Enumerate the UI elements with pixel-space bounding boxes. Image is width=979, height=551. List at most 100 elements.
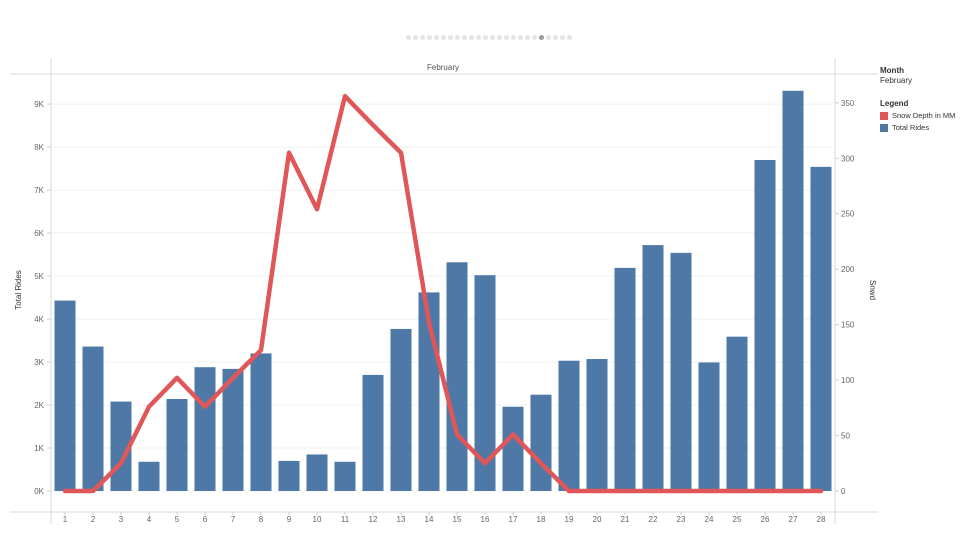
x-tick-label: 2 [91, 515, 96, 524]
legend-title: Legend [880, 99, 909, 108]
y2-axis-title: Snwd [868, 280, 877, 300]
bar-total-rides [138, 461, 160, 491]
bar-total-rides [614, 267, 636, 491]
legend-label-snow-depth: Snow Depth in MM [892, 111, 956, 120]
page-dot[interactable] [539, 35, 544, 40]
y2-tick-label: 300 [841, 154, 855, 163]
x-tick-label: 14 [425, 515, 434, 524]
x-tick-label: 13 [397, 515, 406, 524]
bar-total-rides [446, 262, 468, 491]
bar-total-rides [586, 359, 608, 491]
bar-total-rides [530, 394, 552, 491]
legend-item-snow-depth[interactable]: Snow Depth in MM [880, 111, 955, 120]
y2-tick-label: 50 [841, 432, 850, 441]
page-dot[interactable] [469, 35, 474, 40]
page-dot[interactable] [413, 35, 418, 40]
page-dot[interactable] [448, 35, 453, 40]
y-tick-label: 7K [34, 186, 44, 195]
x-tick-label: 21 [621, 515, 630, 524]
page-dot[interactable] [476, 35, 481, 40]
x-tick-label: 1 [63, 515, 68, 524]
x-tick-label: 22 [649, 515, 658, 524]
x-axis: 1 2 3 4 5 6 7 8 9 10 11 12 13 14 15 16 17 18 19 20 21 22 23 24 2… [63, 512, 826, 524]
y-axis-left: 0K 1K 2K 3K 4K 5K 6K 7K 8K 9K [34, 100, 51, 496]
line-snow-depth-path [62, 93, 824, 494]
page-dot[interactable] [420, 35, 425, 40]
bar-total-rides [698, 362, 720, 491]
x-tick-label: 5 [175, 515, 180, 524]
bar-total-rides [222, 368, 244, 491]
y-tick-label: 1K [34, 444, 44, 453]
x-tick-label: 17 [509, 515, 518, 524]
bar-total-rides [82, 346, 104, 491]
page-dot[interactable] [406, 35, 411, 40]
page-dot[interactable] [525, 35, 530, 40]
bar-total-rides [278, 460, 300, 491]
bar-total-rides [334, 461, 356, 491]
x-tick-label: 4 [147, 515, 152, 524]
page-dot[interactable] [560, 35, 565, 40]
y2-tick-label: 250 [841, 210, 855, 219]
bar-total-rides [166, 399, 188, 491]
page-dot[interactable] [455, 35, 460, 40]
x-tick-label: 10 [313, 515, 322, 524]
y2-tick-label: 150 [841, 321, 855, 330]
x-tick-label: 7 [231, 515, 236, 524]
bar-total-rides [502, 406, 524, 491]
bar-total-rides [362, 374, 384, 491]
bar-total-rides [726, 336, 748, 491]
bar-total-rides [306, 454, 328, 491]
page-dot[interactable] [462, 35, 467, 40]
x-tick-label: 19 [565, 515, 574, 524]
x-tick-label: 18 [537, 515, 546, 524]
x-tick-label: 24 [705, 515, 714, 524]
x-tick-label: 15 [453, 515, 462, 524]
page-dot[interactable] [483, 35, 488, 40]
bar-total-rides [782, 90, 804, 492]
page-dot[interactable] [546, 35, 551, 40]
page-dot[interactable] [553, 35, 558, 40]
chart-frame [10, 58, 878, 524]
x-tick-label: 25 [733, 515, 742, 524]
bar-total-rides [642, 245, 664, 491]
page-indicator[interactable] [406, 35, 572, 40]
page-dot[interactable] [434, 35, 439, 40]
x-tick-label: 11 [341, 515, 350, 524]
y2-tick-label: 200 [841, 265, 855, 274]
y-tick-label: 0K [34, 487, 44, 496]
y-tick-label: 9K [34, 100, 44, 109]
y-tick-label: 5K [34, 272, 44, 281]
legend-swatch-total-rides [880, 123, 888, 132]
bar-total-rides [390, 328, 412, 491]
legend-item-total-rides[interactable]: Total Rides [880, 123, 955, 132]
line-snow-depth [62, 93, 824, 494]
bar-total-rides [670, 252, 692, 491]
page-dot[interactable] [532, 35, 537, 40]
page-dot[interactable] [497, 35, 502, 40]
y-axis-right: 0 50 100 150 200 250 300 350 [835, 99, 855, 496]
page-dot[interactable] [427, 35, 432, 40]
x-tick-label: 9 [287, 515, 292, 524]
page-dot[interactable] [518, 35, 523, 40]
bar-total-rides [754, 159, 776, 492]
x-tick-label: 20 [593, 515, 602, 524]
page-dot[interactable] [504, 35, 509, 40]
page-dot[interactable] [511, 35, 516, 40]
x-tick-label: 8 [259, 515, 264, 524]
x-tick-label: 28 [817, 515, 826, 524]
x-tick-label: 6 [203, 515, 208, 524]
y-tick-label: 2K [34, 401, 44, 410]
page-dot[interactable] [567, 35, 572, 40]
y2-tick-label: 350 [841, 99, 855, 108]
y-tick-label: 8K [34, 143, 44, 152]
legend-month-value[interactable]: February [880, 76, 913, 85]
x-tick-label: 23 [677, 515, 686, 524]
bar-total-rides [194, 367, 216, 491]
page-dot[interactable] [441, 35, 446, 40]
bar-total-rides [54, 300, 76, 491]
page-dot[interactable] [490, 35, 495, 40]
y-axis-title: Total Rides [14, 270, 23, 310]
y2-tick-label: 100 [841, 376, 855, 385]
legend-panel: Month February Legend Snow Depth in MM T… [880, 66, 955, 132]
month-header: February [427, 63, 459, 72]
